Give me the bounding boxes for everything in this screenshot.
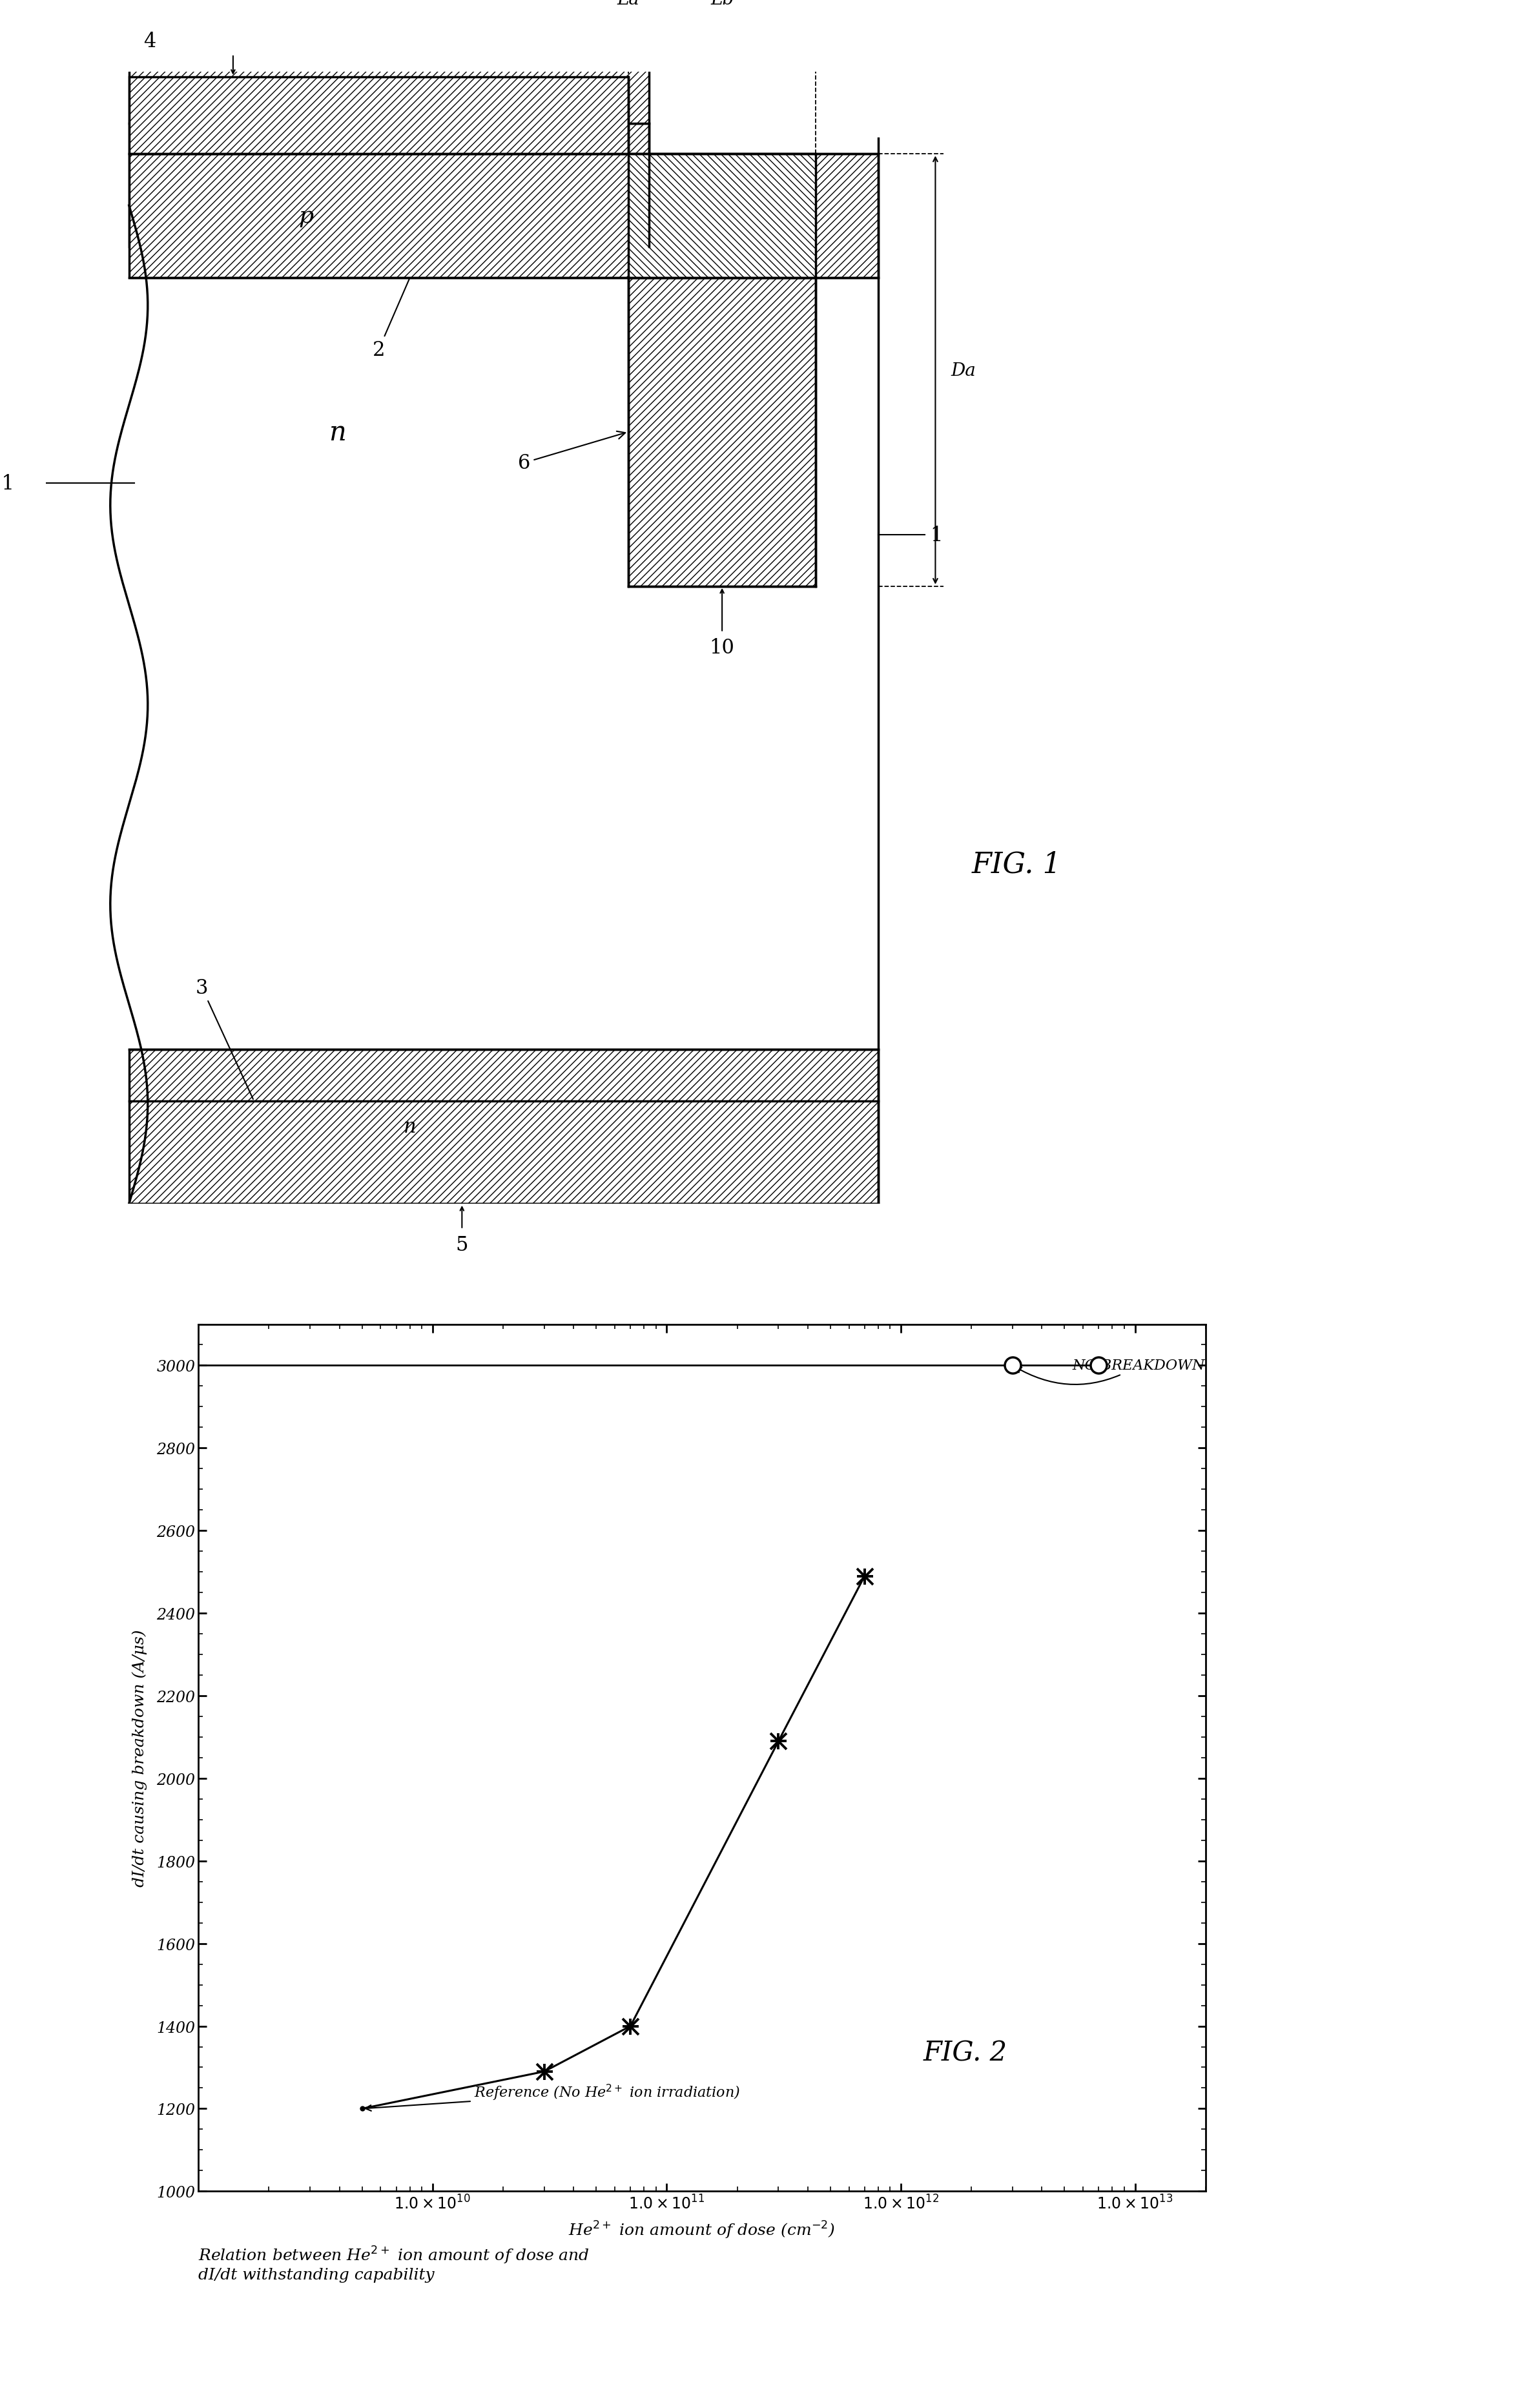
Text: 6: 6	[519, 431, 626, 474]
Text: p: p	[299, 205, 313, 226]
Text: Da: Da	[951, 361, 977, 380]
Text: Relation between He$^{2+}$ ion amount of dose and
dI/dt withstanding capability: Relation between He$^{2+}$ ion amount of…	[198, 2244, 589, 2283]
X-axis label: He$^{2+}$ ion amount of dose (cm$^{-2}$): He$^{2+}$ ion amount of dose (cm$^{-2}$)	[569, 2220, 835, 2239]
Text: La: La	[617, 0, 639, 10]
Text: 1: 1	[931, 525, 943, 544]
Bar	[130, 154, 877, 277]
Text: n: n	[328, 419, 346, 445]
Bar	[130, 1050, 877, 1204]
Text: Lb: Lb	[711, 0, 734, 10]
Bar	[629, 277, 816, 588]
Text: 4: 4	[143, 31, 156, 51]
Text: NO BREAKDOWN: NO BREAKDOWN	[1015, 1358, 1206, 1385]
Text: 10: 10	[710, 638, 734, 657]
Bar	[130, 77, 629, 154]
Text: 11: 11	[0, 474, 15, 494]
Text: Reference (No He$^{2+}$ ion irradiation): Reference (No He$^{2+}$ ion irradiation)	[365, 2083, 740, 2112]
Text: 3: 3	[195, 978, 253, 1100]
Text: 2: 2	[372, 279, 409, 361]
Bar	[629, 154, 816, 277]
Y-axis label: dI/dt causing breakdown (A/μs): dI/dt causing breakdown (A/μs)	[133, 1630, 148, 1885]
Bar	[130, 123, 649, 248]
Text: 5: 5	[456, 1235, 468, 1255]
Text: FIG. 2: FIG. 2	[923, 2040, 1007, 2066]
Text: n: n	[403, 1117, 417, 1137]
Bar	[130, 41, 649, 123]
Text: FIG. 1: FIG. 1	[972, 850, 1062, 879]
